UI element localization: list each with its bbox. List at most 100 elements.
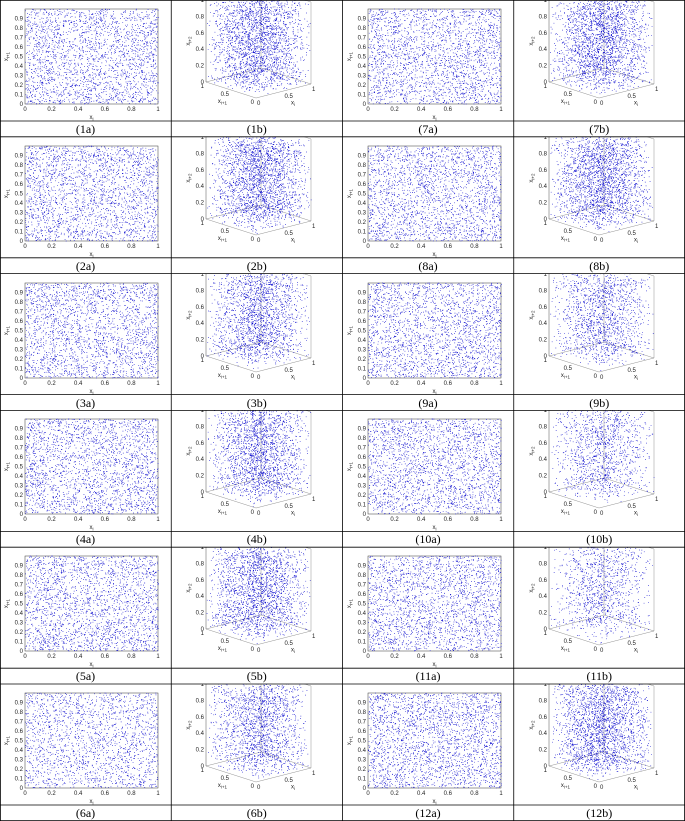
x-tick-label: 0 <box>23 654 27 660</box>
y-tick-label: 0.7 <box>15 309 24 315</box>
x-tick-label: 1 <box>499 381 503 387</box>
x-tick-label: 0.4 <box>74 107 83 113</box>
x-axis-line <box>598 494 654 509</box>
panel-caption: (11b) <box>586 669 613 684</box>
x-tick-label: 0.6 <box>101 244 110 250</box>
cube-edge <box>261 478 312 495</box>
y-axis-label-3d: xi+1 <box>218 510 228 517</box>
z-tick-label: 0.2 <box>538 337 547 343</box>
x-tick-label-3d: 1 <box>312 361 316 367</box>
z-tick-label: 0.2 <box>538 748 547 754</box>
y-tick-label: 0.6 <box>357 455 366 461</box>
x-tick-label: 1 <box>156 791 160 797</box>
z-tick-label: 0.4 <box>538 731 547 737</box>
x-tick-label-3d: 0 <box>257 101 261 107</box>
y-tick-label-3d: 0.5 <box>221 229 230 235</box>
z-tick-label: 1 <box>201 0 205 4</box>
x-axis-line <box>256 630 312 646</box>
y-tick-label: 0.4 <box>357 201 366 207</box>
y-tick-label: 0 <box>362 786 366 792</box>
y-axis-label: xi+1 <box>347 188 354 198</box>
x-tick-label-3d: 1 <box>312 771 316 777</box>
y-tick-label: 0.8 <box>15 436 24 442</box>
x-axis-label: xi <box>432 115 436 122</box>
y-tick-label: 0.9 <box>357 17 366 23</box>
y-tick-label: 0.7 <box>357 446 366 452</box>
scatter-points <box>25 692 159 789</box>
x-tick-label: 0.4 <box>74 791 83 797</box>
panel-caption: (5a) <box>75 669 96 684</box>
x-tick-label: 1 <box>499 517 503 523</box>
y-tick-label-3d: 1 <box>201 358 205 364</box>
x-tick-label-3d: 0 <box>257 375 261 381</box>
plot-area <box>24 419 159 515</box>
z-axis-label: xi+2 <box>186 36 193 46</box>
x-tick-label: 0.8 <box>470 654 479 660</box>
y-axis-label-3d: xi+1 <box>218 373 228 380</box>
x-tick-label: 0.6 <box>101 107 110 113</box>
y-tick-label: 0 <box>20 239 24 245</box>
y-tick-label: 0.6 <box>357 729 366 735</box>
y-axis-line <box>206 765 257 783</box>
z-tick-label: 1 <box>201 274 205 278</box>
z-tick-label: 1 <box>201 137 205 141</box>
y-tick-label: 0.3 <box>15 621 24 627</box>
x-tick-label: 0.2 <box>390 517 399 523</box>
z-tick-label: 1 <box>543 0 547 4</box>
figure-panel: 0 0.2 0.4 0.6 0.8 1 0 0.1 0.2 0.3 0.4 0.5 0.6 0.7 0.8 0… <box>0 684 171 821</box>
y-tick-label: 0.8 <box>15 26 24 32</box>
y-tick-label: 0.9 <box>357 153 366 159</box>
scatter-plot-2d: 0 0.2 0.4 0.6 0.8 1 0 0.1 0.2 0.3 0.4 0.5 0.6 0.7 0.8 0… <box>4 282 160 395</box>
y-tick-label-3d: 1 <box>543 768 547 774</box>
x-tick-label-3d: 0.5 <box>285 778 294 784</box>
y-tick-label: 0.1 <box>357 503 366 509</box>
figure-panel: 0 0.2 0.4 0.6 0.8 1 1 0.5 0 0 0.5 1 xi+2 xi+1 xi (3b) <box>171 273 342 411</box>
x-tick-label: 0.6 <box>101 381 110 387</box>
x-tick-label: 1 <box>499 791 503 797</box>
panel-caption: (12b) <box>586 806 613 820</box>
cube-edge <box>548 204 604 219</box>
z-tick-label: 0.6 <box>196 441 205 447</box>
x-tick-label-3d: 0.5 <box>285 504 294 510</box>
y-axis-line <box>548 218 599 235</box>
y-tick-label: 0.7 <box>357 720 366 726</box>
panel-caption: (6b) <box>246 806 267 820</box>
x-tick-label-3d: 0.5 <box>285 641 294 647</box>
cube-edge <box>603 478 654 495</box>
figure-panel: 0 0.2 0.4 0.6 0.8 1 1 0.5 0 0 0.5 1 xi+2 xi+1 xi (1b) <box>171 0 342 137</box>
z-tick-label: 0.6 <box>538 715 547 721</box>
z-tick-label: 0.4 <box>196 184 205 190</box>
x-tick-label: 0.8 <box>127 381 136 387</box>
scatter-points <box>367 692 502 789</box>
figure-panel: 0 0.2 0.4 0.6 0.8 1 1 0.5 0 0 0.5 1 xi+2 xi+1 xi (11b) <box>514 547 685 684</box>
y-tick-label: 0.7 <box>15 36 24 42</box>
z-tick-label: 1 <box>543 410 547 414</box>
x-axis-line <box>256 494 312 509</box>
y-tick-label: 0.1 <box>15 229 24 235</box>
cube-edge <box>261 614 312 632</box>
x-tick-label: 1 <box>499 654 503 660</box>
x-tick-label: 0 <box>23 107 27 113</box>
z-axis-label: xi+2 <box>186 446 193 456</box>
y-tick-label: 0.6 <box>15 182 24 188</box>
cube-edge <box>261 341 312 358</box>
figure-panel: 0 0.2 0.4 0.6 0.8 1 0 0.1 0.2 0.3 0.4 0.5 0.6 0.7 0.8 0… <box>343 410 514 547</box>
y-tick-label: 0.2 <box>15 220 24 226</box>
z-tick-label: 0.2 <box>196 337 205 343</box>
y-tick-label: 0.8 <box>357 163 366 169</box>
z-tick-label: 0.8 <box>538 288 547 294</box>
scatter-plot-2d: 0 0.2 0.4 0.6 0.8 1 0 0.1 0.2 0.3 0.4 0.5 0.6 0.7 0.8 0… <box>4 419 160 532</box>
cube-edge <box>548 67 604 83</box>
z-tick-label: 1 <box>201 410 205 414</box>
y-axis-label-3d: xi+1 <box>561 510 571 517</box>
y-tick-label: 0 <box>362 102 366 108</box>
y-tick-label: 0.4 <box>15 201 24 207</box>
panel-caption: (10a) <box>415 532 441 547</box>
y-tick-label: 0.4 <box>357 611 366 617</box>
y-tick-label: 0.3 <box>357 210 366 216</box>
z-tick-label: 0.6 <box>196 31 205 37</box>
y-tick-label-3d: 1 <box>201 631 205 637</box>
y-tick-label: 0.5 <box>15 739 24 745</box>
y-tick-label: 0.3 <box>357 484 366 490</box>
x-tick-label: 0.2 <box>390 791 399 797</box>
